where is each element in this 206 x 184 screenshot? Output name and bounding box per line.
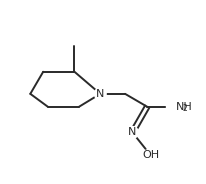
Text: OH: OH bbox=[142, 151, 159, 160]
Circle shape bbox=[94, 88, 106, 100]
FancyBboxPatch shape bbox=[142, 150, 160, 161]
Circle shape bbox=[126, 127, 138, 138]
Text: NH: NH bbox=[176, 102, 192, 112]
Text: N: N bbox=[96, 89, 104, 99]
FancyBboxPatch shape bbox=[166, 100, 190, 113]
Text: N: N bbox=[128, 128, 137, 137]
Text: 2: 2 bbox=[182, 105, 187, 113]
